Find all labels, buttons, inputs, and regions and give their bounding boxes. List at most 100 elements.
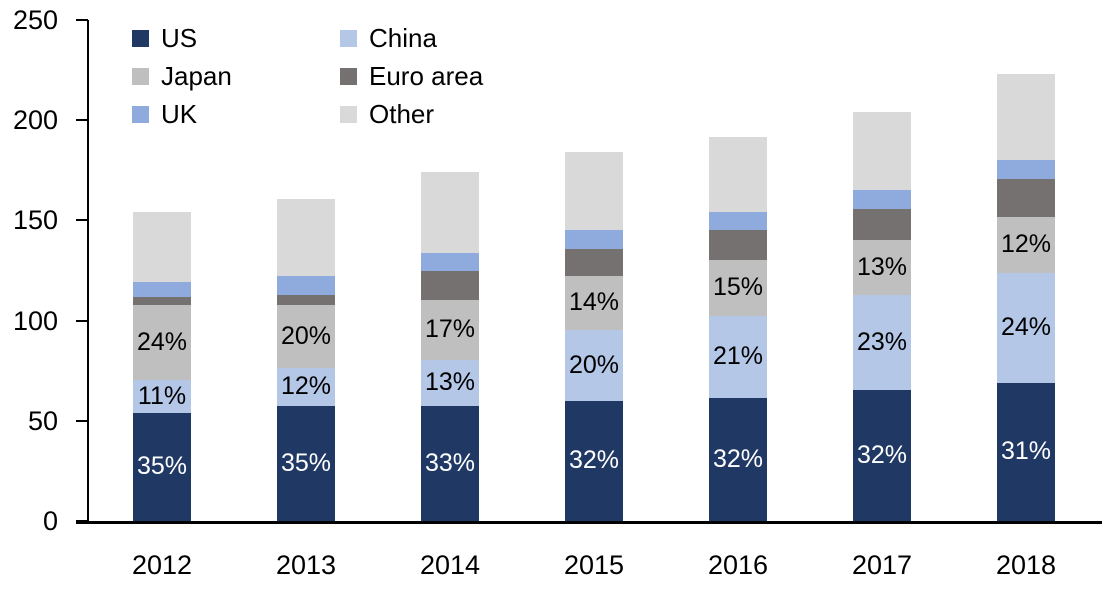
value-label-china-2018: 24% xyxy=(1000,313,1052,342)
bar-2014: 33% 13% 17% xyxy=(421,172,479,521)
value-label-china-2014: 13% xyxy=(424,368,476,397)
value-label-us-2017: 32% xyxy=(856,440,908,469)
legend-item-uk: UK xyxy=(132,101,340,128)
bar-segment-other-2015 xyxy=(565,152,623,231)
x-axis-labels: 2012 2013 2014 2015 2016 2017 2018 xyxy=(90,551,1098,579)
y-tick-label-50: 50 xyxy=(27,405,58,436)
bar-segment-euro-area-2016 xyxy=(709,230,767,260)
y-tick-label-250: 250 xyxy=(12,5,58,35)
value-label-china-2013: 12% xyxy=(280,372,332,401)
legend-label-other: Other xyxy=(369,99,435,129)
bar-segment-uk-2013 xyxy=(277,275,335,295)
y-tick-mark-50 xyxy=(76,419,88,422)
value-label-japan-2015: 14% xyxy=(568,288,620,317)
legend-item-other: Other xyxy=(340,101,483,128)
value-label-us-2014: 33% xyxy=(424,448,476,477)
value-label-china-2017: 23% xyxy=(856,327,908,356)
bar-segment-japan-2012: 24% xyxy=(133,304,191,380)
bar-segment-china-2015: 20% xyxy=(565,329,623,401)
legend-label-china: China xyxy=(369,23,437,53)
y-tick-mark-250 xyxy=(76,19,88,21)
bar-slot-2015: 32% 20% 14% xyxy=(522,20,666,521)
bar-segment-us-2013: 35% xyxy=(277,405,335,521)
bar-2013: 35% 12% 20% xyxy=(277,199,335,521)
bar-segment-china-2012: 11% xyxy=(133,379,191,413)
y-tick-mark-150 xyxy=(76,219,88,222)
bar-segment-uk-2014 xyxy=(421,252,479,271)
bar-2018: 31% 24% 12% xyxy=(997,74,1055,521)
value-label-us-2013: 35% xyxy=(280,448,332,477)
x-tick-label-2016: 2016 xyxy=(707,550,769,580)
value-label-japan-2013: 20% xyxy=(280,321,332,350)
bar-segment-other-2018 xyxy=(997,74,1055,161)
value-label-japan-2016: 15% xyxy=(712,273,764,302)
legend-item-euro-area: Euro area xyxy=(340,63,483,90)
bar-segment-euro-area-2013 xyxy=(277,294,335,305)
legend-item-japan: Japan xyxy=(132,63,340,90)
value-label-us-2012: 35% xyxy=(136,452,188,481)
bar-2015: 32% 20% 14% xyxy=(565,152,623,521)
value-label-us-2015: 32% xyxy=(568,446,620,475)
bar-segment-euro-area-2017 xyxy=(853,209,911,241)
bar-segment-uk-2012 xyxy=(133,281,191,297)
value-label-china-2015: 20% xyxy=(568,350,620,379)
bar-segment-uk-2015 xyxy=(565,230,623,250)
bar-segment-us-2014: 33% xyxy=(421,405,479,521)
y-tick-label-100: 100 xyxy=(12,305,58,336)
bar-slot-2013: 35% 12% 20% xyxy=(234,20,378,521)
bar-segment-other-2016 xyxy=(709,137,767,213)
bar-segment-euro-area-2018 xyxy=(997,179,1055,218)
bar-segment-us-2017: 32% xyxy=(853,389,911,521)
bar-segment-euro-area-2015 xyxy=(565,249,623,276)
bar-2016: 32% 21% 15% xyxy=(709,137,767,521)
value-label-japan-2014: 17% xyxy=(424,315,476,344)
legend-label-japan: Japan xyxy=(161,61,232,91)
y-axis-line xyxy=(87,20,89,523)
bar-segment-other-2017 xyxy=(853,112,911,191)
bar-segment-us-2015: 32% xyxy=(565,400,623,521)
legend-swatch-euro-area xyxy=(340,68,357,85)
bar-slot-2016: 32% 21% 15% xyxy=(666,20,810,521)
bar-segment-us-2018: 31% xyxy=(997,382,1055,521)
x-axis-line xyxy=(76,521,1102,524)
bar-2017: 32% 23% 13% xyxy=(853,112,911,521)
bar-segment-other-2014 xyxy=(421,172,479,253)
bar-segment-euro-area-2014 xyxy=(421,270,479,300)
value-label-us-2018: 31% xyxy=(1000,437,1052,466)
value-label-japan-2012: 24% xyxy=(136,327,188,356)
y-tick-label-150: 150 xyxy=(12,205,58,236)
bar-segment-other-2012 xyxy=(133,212,191,282)
legend-swatch-other xyxy=(340,106,357,123)
x-tick-label-2012: 2012 xyxy=(131,550,193,580)
bar-segment-japan-2014: 17% xyxy=(421,299,479,360)
bar-segment-uk-2018 xyxy=(997,160,1055,180)
bar-segment-japan-2018: 12% xyxy=(997,217,1055,273)
legend-label-us: US xyxy=(161,23,198,53)
legend-swatch-china xyxy=(340,30,357,47)
bar-slot-2018: 31% 24% 12% xyxy=(954,20,1098,521)
x-tick-label-2018: 2018 xyxy=(995,550,1057,580)
bar-segment-other-2013 xyxy=(277,199,335,276)
value-label-japan-2018: 12% xyxy=(1000,230,1052,259)
legend-swatch-japan xyxy=(132,68,149,85)
value-label-us-2016: 32% xyxy=(712,444,764,473)
y-tick-mark-200 xyxy=(76,119,88,122)
x-tick-label-2017: 2017 xyxy=(851,550,913,580)
bar-segment-china-2014: 13% xyxy=(421,359,479,406)
plot-area: 35% 11% 24% 35% 12% 20% 33% 13% 17% 32% 20% 14% 32% 2… xyxy=(90,20,1098,521)
legend-item-us: US xyxy=(132,25,340,52)
value-label-china-2012: 11% xyxy=(137,381,187,410)
bar-segment-us-2016: 32% xyxy=(709,397,767,521)
bar-slot-2014: 33% 13% 17% xyxy=(378,20,522,521)
legend: US China Japan Euro area UK Other xyxy=(132,25,483,128)
bar-2012: 35% 11% 24% xyxy=(133,212,191,521)
bar-segment-uk-2016 xyxy=(709,212,767,231)
y-tick-label-200: 200 xyxy=(12,105,58,136)
legend-label-uk: UK xyxy=(161,99,198,129)
bar-segment-china-2017: 23% xyxy=(853,294,911,390)
bar-slot-2017: 32% 23% 13% xyxy=(810,20,954,521)
legend-swatch-us xyxy=(132,30,149,47)
x-tick-label-2013: 2013 xyxy=(275,550,337,580)
x-tick-label-2014: 2014 xyxy=(419,550,481,580)
